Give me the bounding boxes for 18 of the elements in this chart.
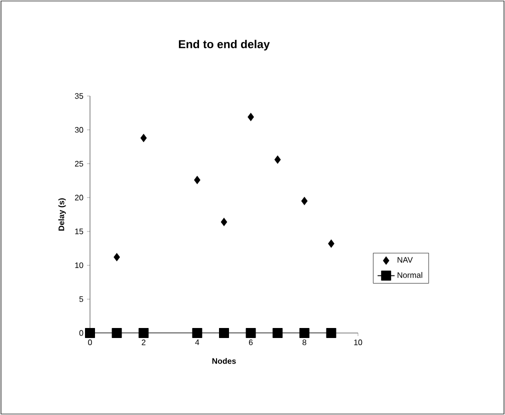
- point: [272, 328, 283, 338]
- point: [219, 328, 229, 338]
- point: [328, 240, 334, 248]
- point: [112, 328, 122, 338]
- point: [220, 218, 228, 226]
- chart-title: End to end delay: [178, 40, 270, 50]
- point: [140, 134, 147, 142]
- point: [301, 196, 308, 205]
- point: [85, 328, 95, 338]
- point: [114, 253, 120, 262]
- point: [299, 328, 310, 338]
- point: [246, 328, 256, 338]
- point: [248, 112, 254, 121]
- point: [326, 328, 336, 338]
- point: [138, 328, 149, 338]
- point: [274, 156, 281, 164]
- point: [194, 176, 200, 184]
- point: [192, 328, 202, 338]
